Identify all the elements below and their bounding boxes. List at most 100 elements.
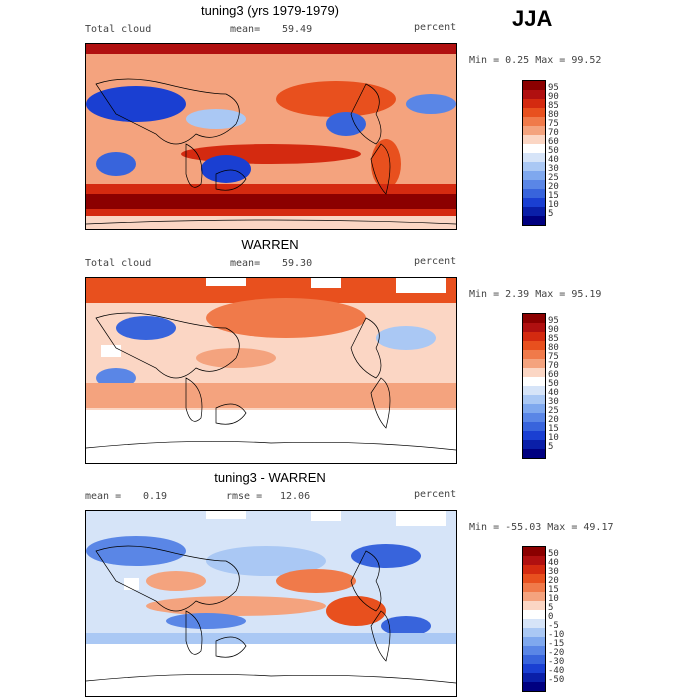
- panel-1-colorbar-tick-label: 20: [548, 182, 559, 192]
- panel-3-rmse-label: rmse =: [226, 491, 263, 502]
- panel-3-colorbar-tick-label: 0: [548, 612, 554, 622]
- panel-1-colorbar-swatch: [523, 126, 545, 135]
- panel-3-colorbar-swatch: [523, 610, 545, 619]
- panel-1-map: [85, 43, 457, 230]
- panel-3-colorbar-tick-label: -30: [548, 657, 565, 667]
- panel-3-colorbar: [522, 546, 546, 692]
- panel-2-colorbar-tick-label: 75: [548, 352, 559, 362]
- panel-2-colorbar-tick-label: 10: [548, 433, 559, 443]
- panel-2-colorbar-swatch: [523, 323, 545, 332]
- panel-1-region-9: [371, 139, 401, 189]
- panel-2-colorbar-tick-label: 90: [548, 325, 559, 335]
- panel-2-region-3: [376, 326, 436, 350]
- panel-3-missing-2: [206, 511, 246, 519]
- panel-1-region-1: [86, 86, 186, 122]
- panel-3-colorbar-tick-label: 15: [548, 585, 559, 595]
- panel-2-mean-value: 59.30: [282, 258, 313, 269]
- panel-2-colorbar-swatch: [523, 332, 545, 341]
- panel-2-colorbar-tick-label: 85: [548, 334, 559, 344]
- panel-1-region-7: [96, 152, 136, 176]
- panel-3-colorbar-tick-label: -10: [548, 630, 565, 640]
- panel-3-colorbar-tick-label: -5: [548, 621, 559, 631]
- panel-2-colorbar-swatch: [523, 341, 545, 350]
- panel-1-colorbar-swatch: [523, 117, 545, 126]
- panel-3-region-4: [146, 571, 206, 591]
- panel-1-variable-label: Total cloud: [85, 24, 152, 35]
- panel-3-region-8: [166, 613, 246, 629]
- panel-1-colorbar-swatch: [523, 198, 545, 207]
- panel-3-colorbar-swatch: [523, 682, 545, 691]
- panel-3-map-svg: [86, 511, 456, 696]
- panel-1-colorbar-tick-label: 80: [548, 110, 559, 120]
- panel-2-colorbar-swatch: [523, 404, 545, 413]
- panel-2-colorbar-swatch: [523, 395, 545, 404]
- panel-2-colorbar-swatch: [523, 413, 545, 422]
- panel-1-region-8: [201, 155, 251, 183]
- panel-1-colorbar-swatch: [523, 162, 545, 171]
- panel-3-colorbar-tick-label: 5: [548, 603, 554, 613]
- panel-1-colorbar-swatch: [523, 180, 545, 189]
- panel-3-missing-3: [311, 511, 341, 521]
- panel-2-colorbar-swatch: [523, 314, 545, 323]
- panel-2-colorbar-swatch: [523, 431, 545, 440]
- panel-1-colorbar-swatch: [523, 90, 545, 99]
- panel-1-colorbar-tick-label: 30: [548, 164, 559, 174]
- panel-3-region-3: [276, 569, 356, 593]
- panel-3-missing-south: [86, 644, 456, 696]
- panel-1-colorbar-tick-label: 15: [548, 191, 559, 201]
- panel-1-colorbar-tick-label: 10: [548, 200, 559, 210]
- panel-2-colorbar-swatch: [523, 422, 545, 431]
- panel-3-colorbar-tick-label: -15: [548, 639, 565, 649]
- panel-1-colorbar-swatch: [523, 171, 545, 180]
- panel-2-colorbar-swatch: [523, 440, 545, 449]
- panel-1-colorbar-tick-label: 70: [548, 128, 559, 138]
- panel-3-colorbar-tick-label: 50: [548, 549, 559, 559]
- panel-3-region-5: [351, 544, 421, 568]
- panel-3-colorbar-swatch: [523, 592, 545, 601]
- panel-3-region-7: [326, 596, 386, 626]
- panel-3-region-1: [86, 536, 186, 566]
- panel-2-missing-3: [311, 278, 341, 288]
- panel-2-band: [86, 383, 456, 408]
- panel-1-map-svg: [86, 44, 456, 229]
- panel-2-colorbar-swatch: [523, 377, 545, 386]
- panel-2-missing-south: [86, 410, 456, 463]
- panel-1-region-2: [186, 109, 246, 129]
- panel-1-coastlines: [86, 78, 456, 225]
- panel-2-colorbar-swatch: [523, 386, 545, 395]
- panel-1-mean-value: 59.49: [282, 24, 313, 35]
- panel-3-colorbar-swatch: [523, 619, 545, 628]
- panel-1-colorbar-swatch: [523, 189, 545, 198]
- panel-3-title: tuning3 - WARREN: [214, 470, 326, 485]
- panel-3-mean-value: 0.19: [143, 491, 168, 502]
- panel-1-region-4: [326, 112, 366, 136]
- panel-2-colorbar-tick-label: 30: [548, 397, 559, 407]
- panel-2-colorbar-swatch: [523, 368, 545, 377]
- panel-3-colorbar-swatch: [523, 565, 545, 574]
- panel-3-colorbar-swatch: [523, 664, 545, 673]
- panel-2-colorbar-tick-label: 20: [548, 415, 559, 425]
- panel-1-colorbar-swatch: [523, 207, 545, 216]
- panel-3-colorbar-tick-label: 20: [548, 576, 559, 586]
- panel-1-colorbar-tick-label: 90: [548, 92, 559, 102]
- panel-3-region-9: [381, 616, 431, 636]
- panel-3-colorbar-swatch: [523, 637, 545, 646]
- panel-3-colorbar-swatch: [523, 583, 545, 592]
- panel-3-colorbar-swatch: [523, 574, 545, 583]
- panel-2-minmax: Min = 2.39 Max = 95.19: [469, 289, 602, 300]
- panel-3-colorbar-tick-label: -40: [548, 666, 565, 676]
- panel-2-colorbar: [522, 313, 546, 459]
- panel-2-missing-2: [206, 278, 246, 286]
- panel-2-colorbar-swatch: [523, 350, 545, 359]
- panel-3-colorbar-swatch: [523, 655, 545, 664]
- panel-2-mean-label: mean=: [230, 258, 261, 269]
- panel-3-colorbar-swatch: [523, 628, 545, 637]
- panel-2-colorbar-tick-label: 95: [548, 316, 559, 326]
- panel-2-map-svg: [86, 278, 456, 463]
- season-label: JJA: [512, 6, 553, 31]
- panel-3-colorbar-tick-label: 30: [548, 567, 559, 577]
- panel-3-colorbar-tick-label: 40: [548, 558, 559, 568]
- panel-1-colorbar-tick-label: 85: [548, 101, 559, 111]
- panel-1-antarctic-band: [86, 216, 456, 229]
- panel-2-colorbar-tick-label: 50: [548, 379, 559, 389]
